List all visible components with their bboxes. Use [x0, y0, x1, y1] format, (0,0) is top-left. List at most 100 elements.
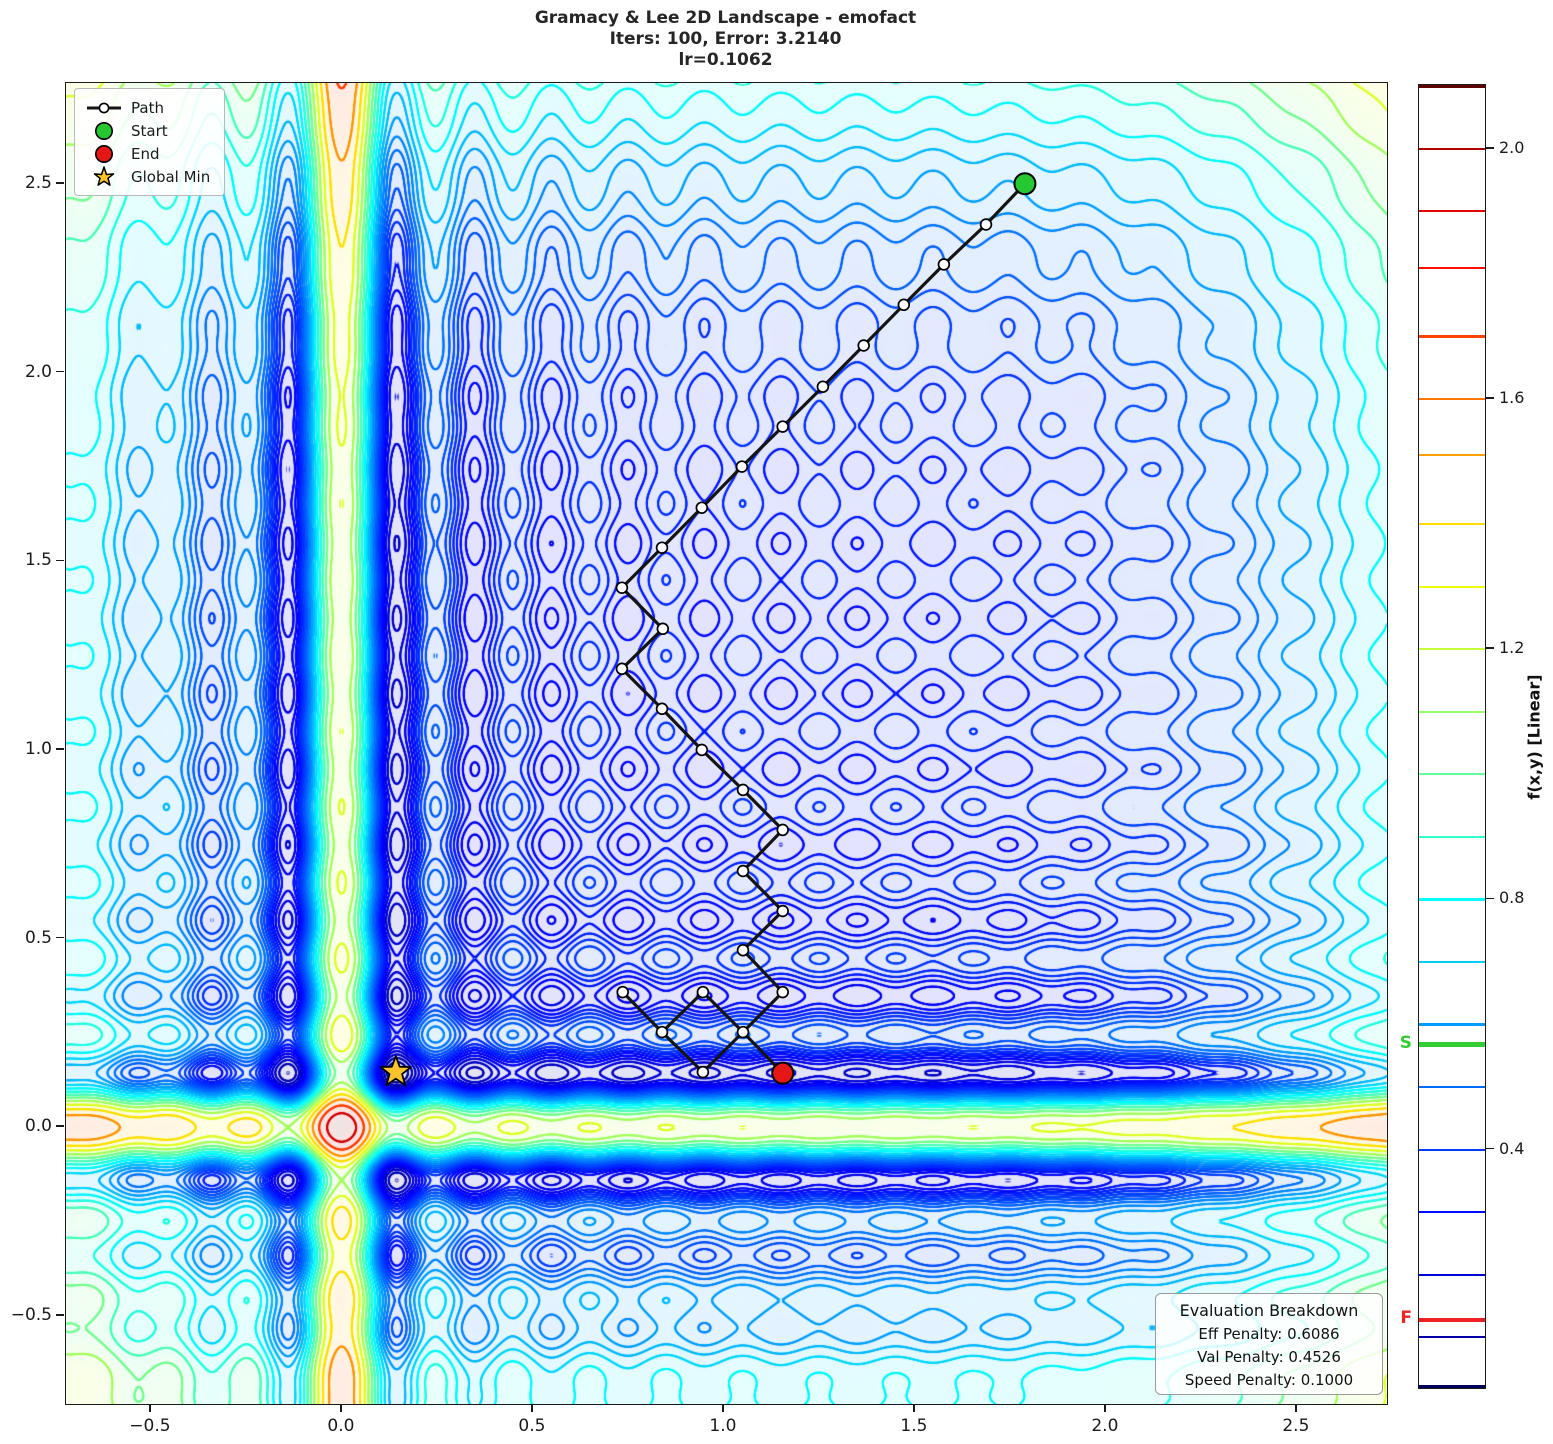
y-tick-label: 1.5 [24, 550, 52, 571]
x-tick-label: 0.5 [518, 1416, 546, 1436]
path-marker [816, 380, 830, 393]
x-tick-label: −0.5 [129, 1416, 171, 1436]
x-tick-mark [1104, 1404, 1106, 1412]
colorbar-tick-mark [1486, 897, 1494, 900]
end-marker-symbol [84, 144, 124, 164]
colorbar-axis-label: f(x,y) [Linear] [1524, 674, 1544, 800]
y-tick-label: 0.5 [24, 927, 52, 948]
val-penalty-value: Val Penalty: 0.4526 [1197, 1348, 1341, 1366]
colorbar-level-line [1419, 585, 1485, 588]
path-marker [656, 622, 670, 636]
legend-label-global-min: Global Min [131, 167, 211, 186]
path-marker [736, 783, 750, 797]
colorbar-tick-mark [1486, 1147, 1494, 1150]
path-marker [979, 218, 993, 231]
path-marker [736, 943, 750, 957]
path-marker [696, 1065, 710, 1079]
colorbar-level-line [1419, 773, 1485, 776]
colorbar-level-line [1419, 960, 1485, 964]
optimizer-path-line [620, 182, 1027, 1075]
x-tick-mark [149, 1404, 151, 1412]
colorbar-tick-mark [1486, 147, 1494, 149]
colorbar-tick-label: 0.8 [1499, 888, 1525, 908]
legend-row-end: End [84, 142, 210, 165]
chart-subtitle-iters-error: Iters: 100, Error: 3.2140 [609, 29, 842, 49]
colorbar-tick-label: 0.4 [1499, 1138, 1525, 1158]
y-tick-label: −0.5 [10, 1304, 52, 1325]
y-tick-mark [56, 1125, 64, 1127]
colorbar-level-line [1419, 898, 1485, 901]
path-marker [695, 743, 709, 757]
colorbar [1418, 84, 1486, 1389]
colorbar-max-edge-line [1419, 85, 1485, 88]
x-tick-label: 1.0 [709, 1416, 737, 1436]
legend-label-path: Path [131, 98, 164, 117]
colorbar-tick-label: 1.2 [1499, 638, 1525, 658]
global-min-star [379, 1055, 412, 1086]
colorbar-level-line [1419, 210, 1485, 213]
legend-row-global-min: Global Min [84, 165, 210, 188]
path-marker [937, 258, 951, 271]
colorbar-level-line [1419, 523, 1485, 526]
path-marker [776, 823, 789, 837]
x-tick-mark [913, 1404, 915, 1412]
y-tick-label: 2.5 [24, 173, 52, 194]
path-marker [736, 1025, 750, 1039]
path-marker [655, 1025, 669, 1039]
global-min-star-symbol [84, 165, 124, 188]
path-marker [735, 460, 749, 473]
colorbar-end-label: F [1400, 1307, 1412, 1328]
legend-row-path: Path [84, 96, 210, 119]
colorbar-tick-mark [1486, 647, 1494, 650]
legend-label-start: Start [131, 121, 168, 140]
speed-penalty-value: Speed Penalty: 0.1000 [1184, 1371, 1354, 1389]
start-marker-symbol [84, 121, 124, 141]
colorbar-tick-label: 1.6 [1499, 388, 1525, 408]
colorbar-level-line [1419, 335, 1485, 338]
path-marker [776, 985, 789, 999]
path-marker [897, 298, 911, 312]
colorbar-level-line [1419, 454, 1485, 457]
legend-row-start: Start [84, 119, 210, 142]
colorbar-level-line [1419, 1023, 1485, 1026]
x-tick-mark [1295, 1404, 1297, 1412]
end-marker [771, 1061, 795, 1085]
path-marker [776, 420, 789, 433]
evaluation-breakdown-title: Evaluation Breakdown [1179, 1301, 1359, 1320]
y-tick-label: 1.0 [24, 738, 52, 759]
legend: Path Start End Global Min [74, 88, 226, 196]
path-marker [615, 581, 629, 594]
path-marker [776, 904, 789, 918]
contour-canvas [66, 83, 1387, 1404]
y-tick-mark [56, 182, 64, 184]
legend-label-end: End [131, 144, 160, 163]
path-line-symbol [84, 101, 124, 115]
colorbar-start-line [1419, 1042, 1485, 1047]
path-marker [655, 541, 669, 554]
x-tick-label: 2.0 [1091, 1416, 1119, 1436]
x-tick-mark [340, 1404, 342, 1412]
path-overlay-svg [379, 172, 1037, 1086]
colorbar-tick-label: 2.0 [1499, 137, 1525, 157]
colorbar-level-line [1419, 147, 1485, 150]
path-marker [615, 662, 629, 676]
colorbar-end-line [1419, 1317, 1485, 1323]
colorbar-level-line [1419, 710, 1485, 713]
chart-title: Gramacy & Lee 2D Landscape - emofact [534, 8, 917, 28]
y-tick-mark [56, 748, 64, 750]
colorbar-level-line [1419, 835, 1485, 838]
colorbar-min-edge-line [1419, 1385, 1485, 1388]
x-tick-label: 0.0 [327, 1416, 355, 1436]
colorbar-tick-mark [1486, 397, 1494, 399]
path-marker [736, 864, 750, 878]
colorbar-level-line [1419, 1086, 1485, 1089]
y-tick-label: 0.0 [24, 1116, 52, 1137]
y-tick-label: 2.0 [24, 361, 52, 382]
colorbar-level-line [1419, 1336, 1485, 1339]
colorbar-level-line [1419, 648, 1485, 651]
colorbar-level-line [1419, 266, 1485, 269]
plot-area [65, 82, 1388, 1405]
colorbar-level-line [1419, 397, 1485, 401]
start-marker [1013, 172, 1037, 196]
